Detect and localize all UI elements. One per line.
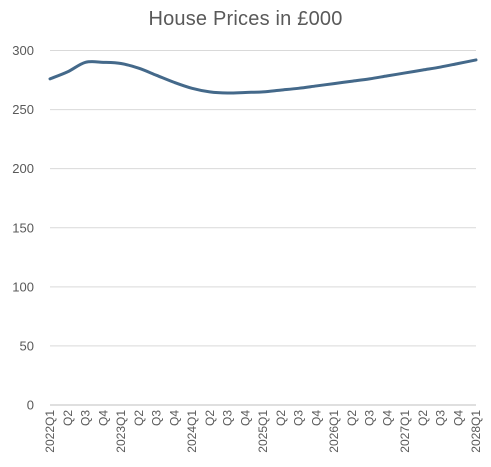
x-tick-label: Q4 bbox=[380, 410, 394, 426]
x-tick-label: Q3 bbox=[150, 410, 164, 426]
y-tick-label: 200 bbox=[12, 161, 34, 176]
x-tick-label: 2024Q1 bbox=[185, 410, 199, 453]
x-tick-label: Q2 bbox=[203, 410, 217, 426]
x-tick-label: 2022Q1 bbox=[43, 410, 57, 453]
x-tick-label: Q3 bbox=[363, 410, 377, 426]
y-tick-label: 0 bbox=[27, 398, 34, 413]
x-tick-label: 2026Q1 bbox=[327, 410, 341, 453]
chart-title: House Prices in £000 bbox=[148, 8, 343, 30]
y-tick-label: 50 bbox=[20, 338, 34, 353]
x-tick-label: Q2 bbox=[61, 410, 75, 426]
y-tick-label: 100 bbox=[12, 279, 34, 294]
x-tick-label: Q2 bbox=[416, 410, 430, 426]
x-tick-label: 2027Q1 bbox=[398, 410, 412, 453]
x-tick-label: 2023Q1 bbox=[114, 410, 128, 453]
x-tick-label: Q3 bbox=[292, 410, 306, 426]
x-tick-label: Q3 bbox=[79, 410, 93, 426]
x-tick-label: Q4 bbox=[167, 410, 181, 426]
x-tick-label: Q4 bbox=[96, 410, 110, 426]
x-tick-label: Q4 bbox=[238, 410, 252, 426]
x-tick-label: Q4 bbox=[309, 410, 323, 426]
x-tick-label: 2028Q1 bbox=[469, 410, 483, 453]
series-line bbox=[48, 58, 478, 95]
x-tick-label: Q4 bbox=[451, 410, 465, 426]
x-tick-label: Q3 bbox=[434, 410, 448, 426]
x-tick-label: Q2 bbox=[274, 410, 288, 426]
y-tick-label: 300 bbox=[12, 43, 34, 58]
x-tick-label: Q3 bbox=[221, 410, 235, 426]
x-tick-label: Q2 bbox=[345, 410, 359, 426]
x-tick-label: Q2 bbox=[132, 410, 146, 426]
x-tick-label: 2025Q1 bbox=[256, 410, 270, 453]
y-tick-label: 250 bbox=[12, 102, 34, 117]
y-tick-label: 150 bbox=[12, 220, 34, 235]
